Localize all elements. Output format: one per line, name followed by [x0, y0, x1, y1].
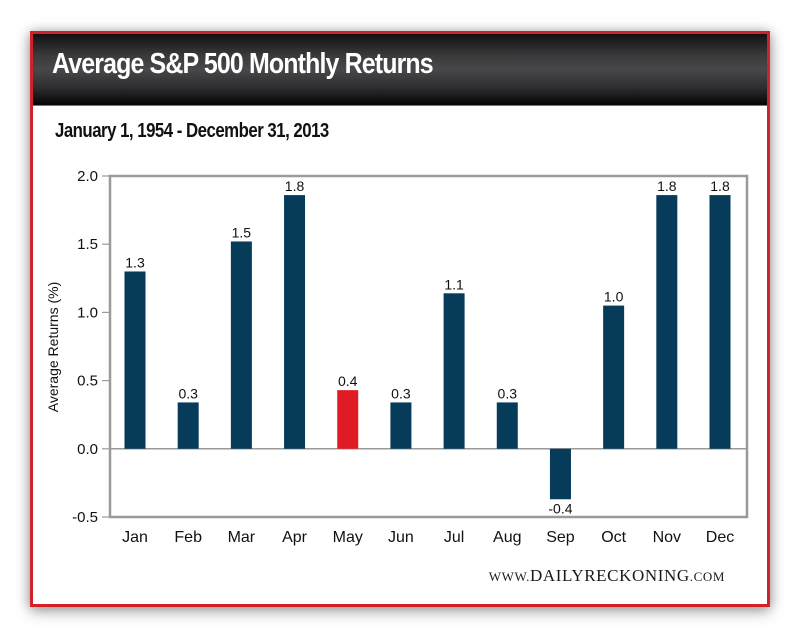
y-tick-label: 1.0	[77, 304, 98, 321]
bar-jan	[124, 271, 146, 449]
y-tick-label: -0.5	[72, 509, 98, 526]
y-axis-title: Average Returns (%)	[45, 282, 61, 412]
x-tick-label-dec: Dec	[706, 529, 734, 546]
x-tick-label-oct: Oct	[601, 529, 626, 546]
x-tick-label-apr: Apr	[282, 529, 308, 546]
watermark-suffix: .COM	[689, 569, 725, 584]
x-tick-label-feb: Feb	[174, 529, 202, 546]
x-tick-label-may: May	[333, 529, 363, 546]
bar-sep	[549, 448, 571, 500]
data-label-jan: 1.3	[125, 254, 145, 270]
bars	[124, 195, 731, 500]
data-label-aug: 0.3	[498, 385, 518, 401]
watermark-prefix: WWW.	[488, 569, 531, 584]
x-tick-label-jan: Jan	[122, 529, 148, 546]
bar-aug	[496, 402, 518, 449]
watermark: WWW.DAILYRECKONING.COM	[489, 566, 725, 586]
bar-oct	[603, 305, 625, 449]
chart-frame: Average S&P 500 Monthly Returns January …	[30, 31, 770, 607]
y-tick-label: 1.5	[77, 236, 98, 253]
x-tick-label-nov: Nov	[653, 529, 681, 546]
bar-jun	[390, 402, 412, 449]
x-tick-label-jun: Jun	[388, 529, 414, 546]
data-label-jun: 0.3	[391, 385, 411, 401]
watermark-main: DAILYRECKONING	[530, 566, 690, 585]
data-label-mar: 1.5	[232, 224, 252, 240]
x-tick-label-aug: Aug	[493, 529, 521, 546]
chart-title: Average S&P 500 Monthly Returns	[52, 48, 434, 80]
data-label-dec: 1.8	[710, 178, 730, 194]
labels: 1.3 Jan 0.3 Feb 1.5 Mar 1.8 Apr 0.4 May 0.3 Jun 1.1 J…	[122, 178, 734, 546]
data-label-oct: 1.0	[604, 289, 624, 305]
x-tick-label-mar: Mar	[228, 529, 256, 546]
data-label-sep: -0.4	[548, 500, 572, 516]
bar-jul	[443, 293, 465, 449]
plot-area-frame	[108, 174, 749, 519]
bar-feb	[177, 402, 199, 449]
data-label-may: 0.4	[338, 373, 358, 389]
axes: 2.0 1.5 1.0 0.5 0.0 -0.5	[72, 168, 749, 526]
bar-dec	[709, 195, 731, 449]
data-label-feb: 0.3	[178, 385, 198, 401]
data-label-jul: 1.1	[444, 276, 464, 292]
y-tick-label: 0.5	[77, 373, 98, 390]
x-tick-label-sep: Sep	[546, 529, 575, 546]
y-tick-label: 0.0	[77, 441, 98, 458]
bar-mar	[230, 241, 252, 449]
bar-may	[337, 390, 359, 449]
chart-subtitle: January 1, 1954 - December 31, 2013	[55, 120, 329, 142]
bar-apr	[284, 195, 306, 449]
y-tick-label: 2.0	[77, 168, 98, 185]
header-band: Average S&P 500 Monthly Returns	[33, 34, 767, 106]
x-tick-label-jul: Jul	[444, 529, 464, 546]
data-label-apr: 1.8	[285, 178, 305, 194]
bar-nov	[656, 195, 678, 449]
data-label-nov: 1.8	[657, 178, 677, 194]
